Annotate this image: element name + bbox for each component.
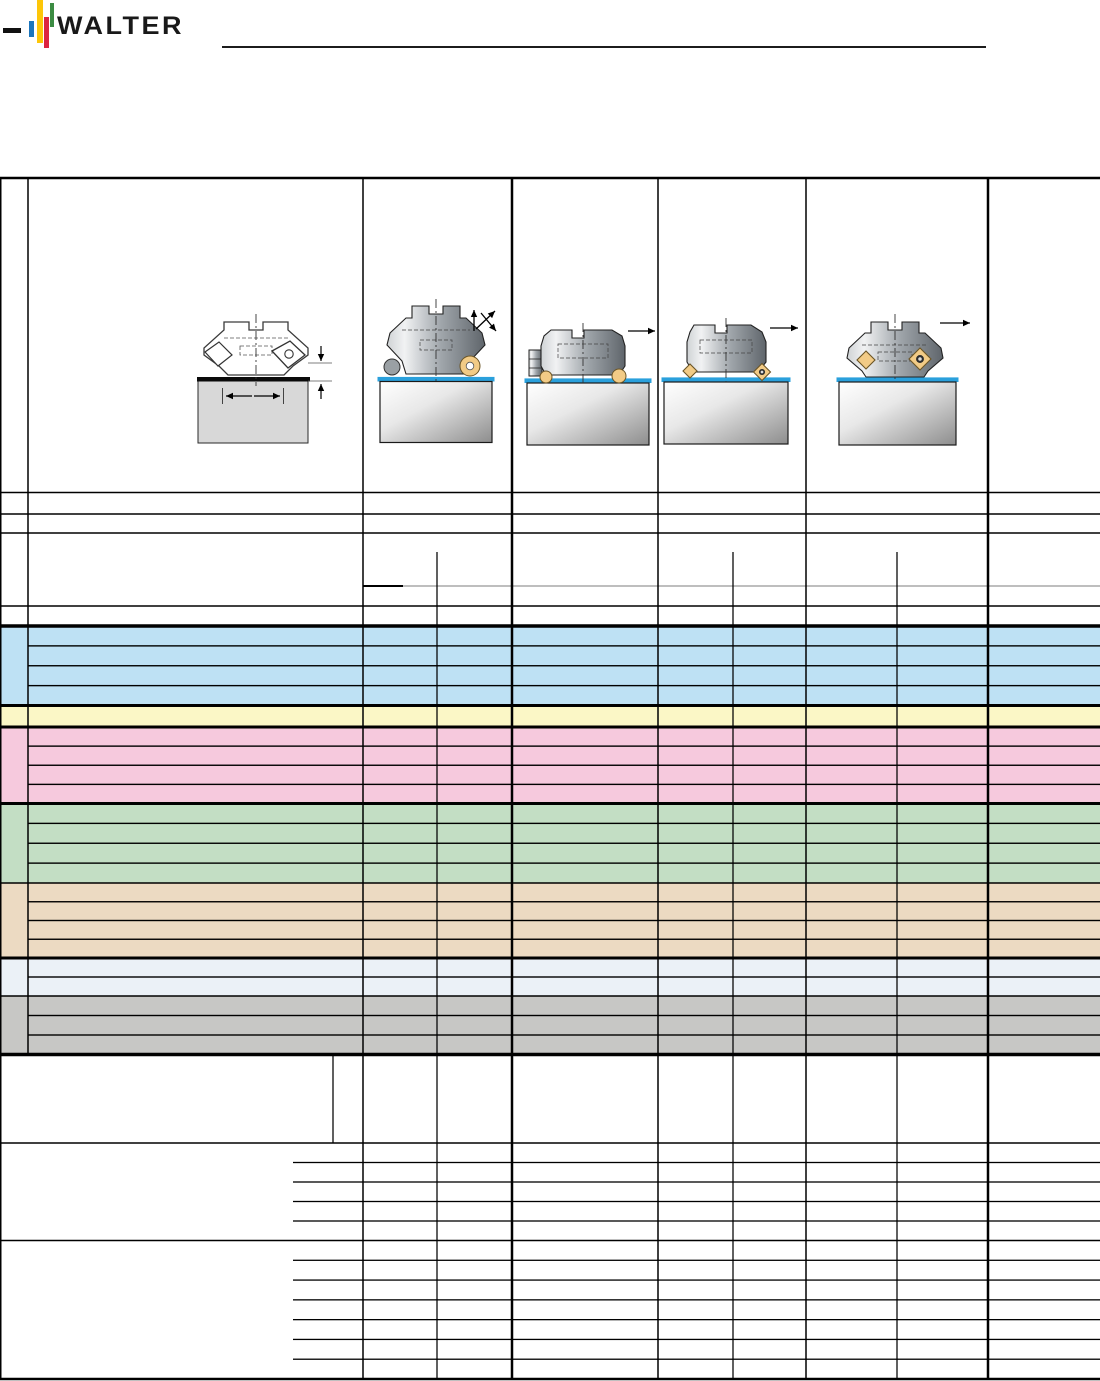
logo-bar-green-icon [50, 3, 54, 27]
grid-vertical-lines [0, 178, 990, 1379]
header-rule [222, 46, 986, 48]
logo-dash-icon [3, 28, 21, 33]
walter-logo: WALTER [0, 0, 220, 60]
face-mill-45deg-round-insert-icon [377, 299, 497, 444]
face-mill-90deg-square-insert-icon [661, 318, 798, 445]
logo-wordmark: WALTER [57, 12, 184, 40]
face-mill-section-diagram-icon [197, 314, 332, 444]
logo-bar-yellow-icon [37, 0, 43, 43]
band-other-O [0, 996, 1100, 1055]
material-bands [0, 626, 1100, 1055]
band-row-lines [28, 645, 1100, 1036]
grid-horizontal-lines [0, 176, 1100, 1381]
band-stainless-M [0, 705, 1100, 727]
face-mill-90deg-round-insert-icon [524, 323, 655, 446]
logo-bar-blue-icon [29, 21, 34, 37]
logo-bar-red-icon [44, 17, 49, 48]
face-mill-45deg-square-insert-icon [836, 314, 970, 446]
